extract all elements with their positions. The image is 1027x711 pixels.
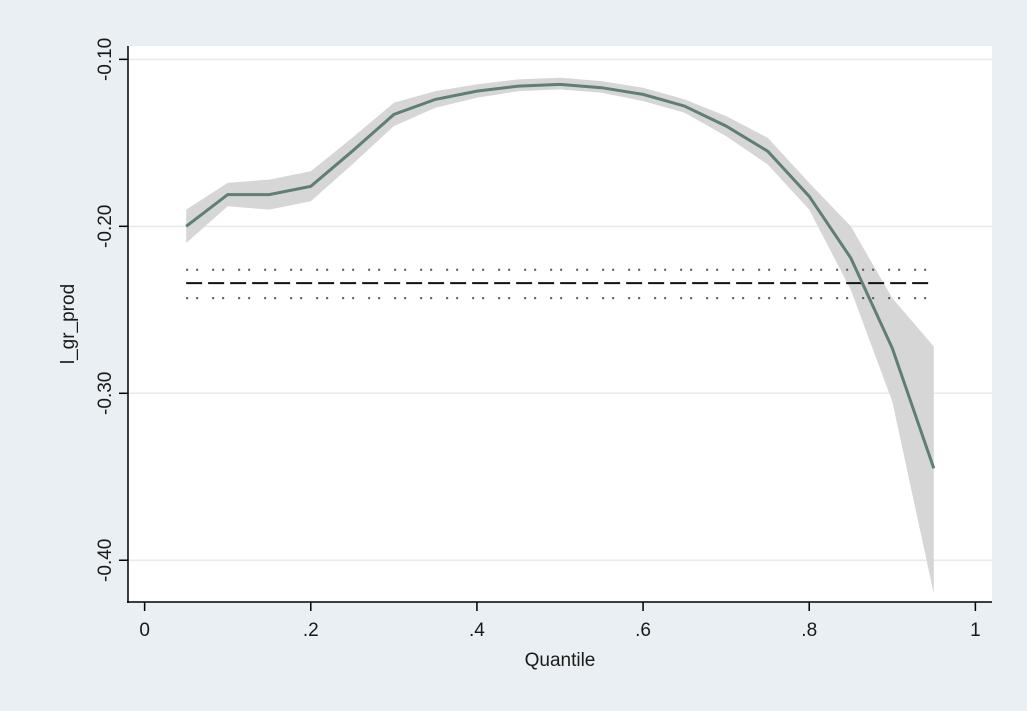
x-tick-label-2: .4 bbox=[469, 620, 485, 641]
y-tick-label-0: -0.10 bbox=[95, 38, 116, 81]
y-axis-ticks: -0.10 -0.20 -0.30 -0.40 bbox=[95, 38, 128, 582]
x-tick-label-5: 1 bbox=[970, 620, 981, 641]
y-tick-label-1: -0.20 bbox=[95, 205, 116, 248]
x-tick-label-0: 0 bbox=[139, 620, 150, 641]
ols-lines bbox=[186, 268, 934, 300]
x-tick-label-3: .6 bbox=[635, 620, 651, 641]
y-axis-label: l_gr_prod bbox=[58, 284, 79, 364]
x-tick-label-1: .2 bbox=[303, 620, 319, 641]
x-axis-label: Quantile bbox=[525, 650, 596, 671]
quantile-estimate-line bbox=[185, 82, 936, 469]
y-tick-label-3: -0.40 bbox=[95, 539, 116, 582]
y-tick-label-2: -0.30 bbox=[95, 372, 116, 415]
gridlines bbox=[128, 58, 992, 562]
x-axis-ticks: 0 .2 .4 .6 .8 1 bbox=[139, 602, 981, 641]
plot-area bbox=[128, 46, 992, 602]
x-tick-label-4: .8 bbox=[801, 620, 817, 641]
axes bbox=[127, 46, 992, 603]
